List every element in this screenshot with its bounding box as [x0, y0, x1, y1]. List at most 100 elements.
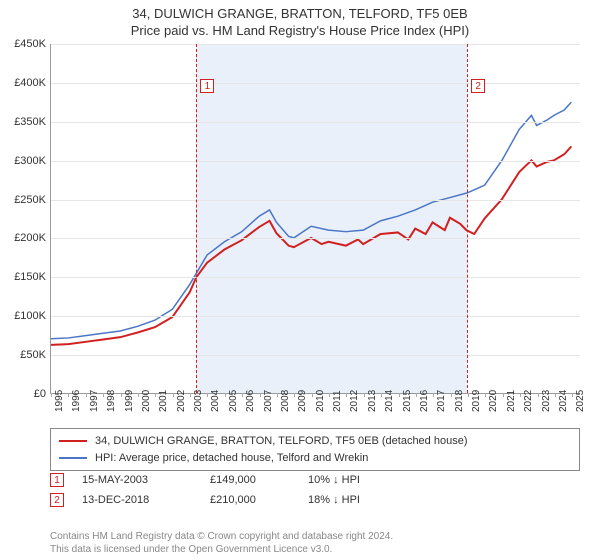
y-tick-label: £100K: [1, 310, 46, 322]
legend-label-property: 34, DULWICH GRANGE, BRATTON, TELFORD, TF…: [95, 433, 468, 450]
x-tick-label: 2025: [575, 390, 586, 412]
x-tick-mark: [225, 393, 226, 397]
x-tick-label: 2019: [471, 390, 482, 412]
x-tick-mark: [329, 393, 330, 397]
y-tick-label: £450K: [1, 38, 46, 50]
x-tick-label: 2012: [349, 390, 360, 412]
x-tick-label: 2004: [210, 390, 221, 412]
legend-swatch-property: [59, 440, 87, 442]
x-tick-mark: [260, 393, 261, 397]
x-tick-mark: [520, 393, 521, 397]
event-badge-on-chart: 1: [200, 79, 214, 93]
x-tick-label: 2002: [176, 390, 187, 412]
x-tick-mark: [364, 393, 365, 397]
event-badge-1: 1: [50, 473, 64, 487]
x-tick-mark: [451, 393, 452, 397]
x-tick-label: 1999: [124, 390, 135, 412]
y-tick-label: £50K: [1, 349, 46, 361]
x-tick-label: 2022: [523, 390, 534, 412]
event-price: £210,000: [210, 494, 290, 506]
x-tick-label: 2021: [506, 390, 517, 412]
x-tick-mark: [294, 393, 295, 397]
y-gridline: [51, 122, 580, 123]
event-date: 13-DEC-2018: [82, 494, 192, 506]
legend-swatch-hpi: [59, 457, 87, 459]
y-gridline: [51, 277, 580, 278]
y-tick-label: £350K: [1, 116, 46, 128]
legend-label-hpi: HPI: Average price, detached house, Telf…: [95, 450, 368, 467]
title-line-2: Price paid vs. HM Land Registry's House …: [0, 23, 600, 40]
x-tick-mark: [468, 393, 469, 397]
events-table: 1 15-MAY-2003 £149,000 10% ↓ HPI 2 13-DE…: [50, 470, 580, 510]
x-tick-label: 2020: [488, 390, 499, 412]
x-tick-mark: [277, 393, 278, 397]
x-tick-mark: [190, 393, 191, 397]
y-gridline: [51, 161, 580, 162]
x-tick-label: 1997: [89, 390, 100, 412]
event-row: 1 15-MAY-2003 £149,000 10% ↓ HPI: [50, 470, 580, 490]
x-tick-label: 2001: [158, 390, 169, 412]
y-tick-label: £0: [1, 388, 46, 400]
event-line: [467, 44, 468, 393]
footer-line-2: This data is licensed under the Open Gov…: [50, 543, 580, 556]
x-tick-mark: [173, 393, 174, 397]
x-tick-label: 2018: [454, 390, 465, 412]
x-tick-label: 2023: [541, 390, 552, 412]
event-badge-on-chart: 2: [471, 79, 485, 93]
x-tick-mark: [538, 393, 539, 397]
title-line-1: 34, DULWICH GRANGE, BRATTON, TELFORD, TF…: [0, 6, 600, 23]
y-gridline: [51, 83, 580, 84]
x-tick-label: 2007: [263, 390, 274, 412]
x-tick-mark: [572, 393, 573, 397]
x-tick-mark: [68, 393, 69, 397]
y-gridline: [51, 200, 580, 201]
legend: 34, DULWICH GRANGE, BRATTON, TELFORD, TF…: [50, 428, 580, 471]
event-badge-2: 2: [50, 493, 64, 507]
x-tick-label: 2008: [280, 390, 291, 412]
footer-line-1: Contains HM Land Registry data © Crown c…: [50, 530, 580, 543]
x-tick-label: 2005: [228, 390, 239, 412]
x-tick-mark: [399, 393, 400, 397]
x-tick-label: 2011: [332, 390, 343, 412]
x-tick-label: 2003: [193, 390, 204, 412]
x-tick-mark: [155, 393, 156, 397]
y-gridline: [51, 44, 580, 45]
x-tick-label: 2024: [558, 390, 569, 412]
event-line: [196, 44, 197, 393]
x-tick-label: 2009: [297, 390, 308, 412]
legend-row-property: 34, DULWICH GRANGE, BRATTON, TELFORD, TF…: [59, 433, 571, 450]
x-tick-label: 2010: [315, 390, 326, 412]
legend-row-hpi: HPI: Average price, detached house, Telf…: [59, 450, 571, 467]
y-tick-label: £150K: [1, 271, 46, 283]
x-tick-label: 1998: [106, 390, 117, 412]
x-tick-mark: [86, 393, 87, 397]
x-tick-mark: [138, 393, 139, 397]
y-tick-label: £250K: [1, 194, 46, 206]
footer-attribution: Contains HM Land Registry data © Crown c…: [50, 530, 580, 556]
series-line-hpi: [51, 102, 571, 339]
x-tick-mark: [103, 393, 104, 397]
event-pct: 18% ↓ HPI: [308, 494, 418, 506]
x-tick-mark: [121, 393, 122, 397]
x-tick-label: 2017: [436, 390, 447, 412]
x-tick-mark: [207, 393, 208, 397]
x-tick-label: 2016: [419, 390, 430, 412]
y-gridline: [51, 355, 580, 356]
x-tick-label: 2014: [384, 390, 395, 412]
x-tick-mark: [242, 393, 243, 397]
x-tick-mark: [485, 393, 486, 397]
chart-title-block: 34, DULWICH GRANGE, BRATTON, TELFORD, TF…: [0, 0, 600, 40]
y-gridline: [51, 238, 580, 239]
x-tick-label: 2015: [402, 390, 413, 412]
x-tick-mark: [503, 393, 504, 397]
chart-plot-area: £0£50K£100K£150K£200K£250K£300K£350K£400…: [50, 44, 580, 394]
y-tick-label: £200K: [1, 232, 46, 244]
y-gridline: [51, 316, 580, 317]
x-tick-mark: [555, 393, 556, 397]
x-tick-mark: [312, 393, 313, 397]
y-tick-label: £400K: [1, 77, 46, 89]
x-tick-mark: [346, 393, 347, 397]
event-row: 2 13-DEC-2018 £210,000 18% ↓ HPI: [50, 490, 580, 510]
x-tick-label: 2000: [141, 390, 152, 412]
x-tick-mark: [416, 393, 417, 397]
